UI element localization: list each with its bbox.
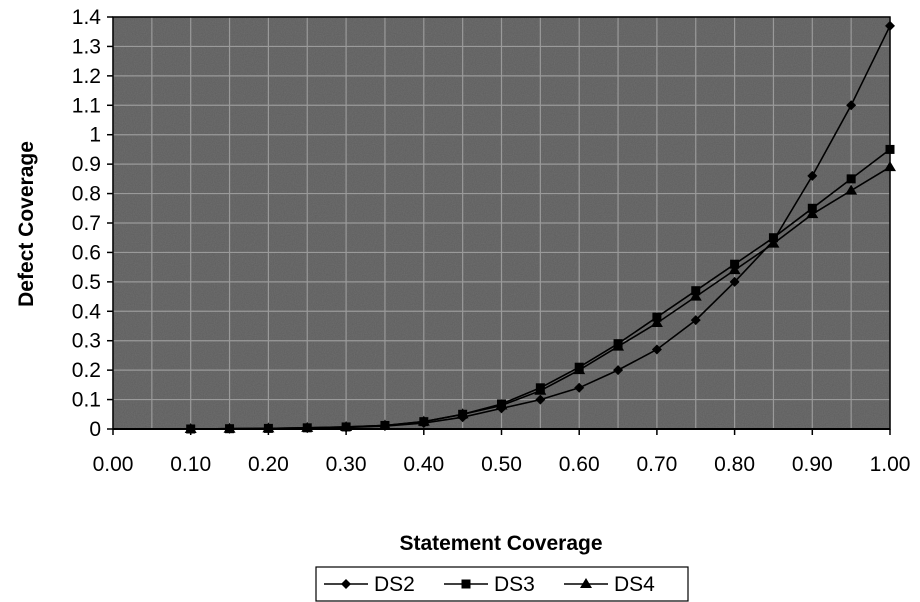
ds4-point	[340, 420, 353, 431]
ds4-point	[728, 264, 741, 275]
ds2-point	[885, 20, 895, 31]
y-tick-label: 1.4	[72, 6, 102, 29]
legend-label-ds3: DS3	[494, 573, 535, 596]
ds4-point	[378, 419, 391, 430]
ds4-point	[301, 421, 314, 432]
y-axis-title: Defect Coverage	[15, 141, 38, 307]
ds4-point	[767, 237, 780, 248]
y-tick-label: 0.5	[72, 271, 101, 294]
ds4-point	[689, 290, 702, 301]
ds2-point	[807, 170, 818, 181]
series-ds4	[184, 161, 896, 433]
legend-marker-ds2	[341, 579, 351, 589]
y-tick-label: 0.2	[72, 359, 101, 382]
x-tick-label: 0.80	[714, 453, 755, 476]
ds2-point	[846, 100, 857, 111]
y-tick-label: 0.7	[72, 212, 101, 235]
x-axis-title: Statement Coverage	[399, 532, 602, 555]
x-tick-label: 0.90	[792, 453, 833, 476]
x-tick-label: 0.40	[403, 453, 444, 476]
ds3-point	[885, 144, 895, 154]
x-tick-label: 0.70	[636, 453, 677, 476]
ds4-point	[534, 384, 547, 395]
ds2-point	[574, 382, 585, 393]
legend-item-ds2: DS2	[324, 573, 415, 596]
x-tick-label: 1.00	[870, 453, 911, 476]
ds2-point	[729, 276, 740, 287]
x-tick-label: 0.30	[326, 453, 367, 476]
ds2-point	[613, 365, 624, 376]
ds2-point	[651, 344, 662, 355]
y-tick-label: 0.9	[72, 153, 101, 176]
x-tick-label: 0.50	[481, 453, 522, 476]
ds3-point	[846, 174, 856, 184]
ds4-point	[806, 208, 819, 219]
legend-item-ds3: DS3	[444, 573, 535, 596]
x-tick-label: 0.10	[170, 453, 211, 476]
legend-label-ds4: DS4	[614, 573, 655, 596]
ds4-point	[184, 423, 197, 433]
y-tick-label: 0.4	[72, 300, 102, 323]
ds4-point	[262, 422, 275, 433]
legend-marker-ds4	[580, 578, 592, 588]
x-tick-label: 0.00	[93, 453, 134, 476]
x-axis: 0.00 0.10 0.20 0.30 0.40 0.50 0.60 0.70 0.80 0.90…	[93, 428, 911, 476]
ds4-point	[650, 317, 663, 328]
x-tick-label: 0.20	[248, 453, 289, 476]
y-tick-label: 1.3	[72, 35, 101, 58]
legend: DS2 DS3 DS4	[315, 566, 689, 602]
ds4-point	[456, 408, 469, 419]
ds4-point	[495, 399, 508, 410]
gridlines	[112, 16, 891, 430]
ds4-point	[417, 415, 430, 426]
ds2-point	[690, 315, 701, 326]
legend-marker-ds3	[461, 579, 471, 589]
y-tick-label: 1	[89, 124, 101, 147]
ds4-point	[612, 340, 625, 351]
ds2-point	[535, 394, 546, 405]
legend-label-ds2: DS2	[374, 573, 415, 596]
y-tick-label: 0	[89, 418, 101, 441]
y-tick-label: 0.3	[72, 330, 101, 353]
y-tick-label: 1.2	[72, 65, 101, 88]
ds4-point	[223, 422, 236, 433]
x-tick-label: 0.60	[559, 453, 600, 476]
y-tick-label: 0.8	[72, 183, 101, 206]
ds4-point	[884, 161, 896, 172]
legend-item-ds4: DS4	[564, 573, 655, 596]
y-tick-label: 0.6	[72, 241, 101, 264]
ds4-point	[845, 184, 858, 195]
y-tick-label: 1.1	[72, 94, 101, 117]
series-lines	[184, 20, 896, 434]
y-tick-label: 0.1	[72, 389, 101, 412]
ds4-point	[573, 364, 586, 375]
y-axis: 0 0.1 0.2 0.3 0.4 0.5 0.6 0.7 0.8 0.9 1 1.1 1.2 1.3 1.…	[72, 6, 113, 441]
legend-box	[315, 566, 689, 602]
